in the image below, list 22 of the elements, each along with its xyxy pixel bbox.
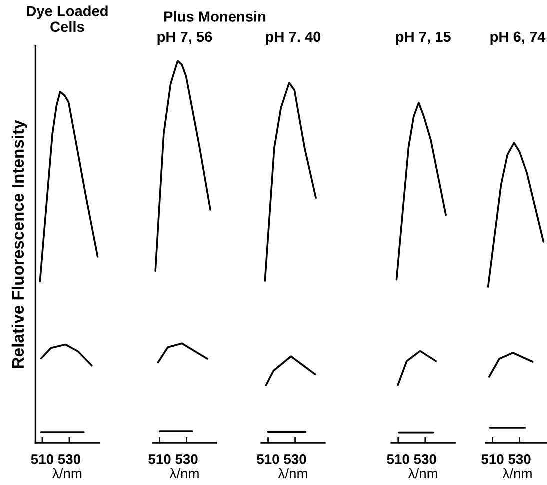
chart-title: Dye Loaded Cells — [27, 6, 108, 32]
x-axis-title: λ/nm — [408, 468, 438, 479]
x-tick-label: 530 — [58, 454, 80, 464]
chart-title: pH 7, 15 — [396, 32, 451, 45]
text: Plus Monensin — [164, 11, 266, 22]
x-axis-title: λ/nm — [170, 468, 199, 479]
chart-title: pH 7, 56 — [158, 32, 212, 45]
x-axis-title: λ/nm — [502, 468, 532, 479]
x-tick-label: 510 — [257, 454, 280, 464]
x-tick-label: 510 — [31, 454, 54, 464]
x-tick-label: 510 — [482, 454, 504, 464]
chart-title: pH 6, 74 — [490, 32, 546, 45]
x-tick-label: 510 — [387, 454, 410, 464]
x-tick-label: 530 — [508, 454, 531, 464]
x-tick-label: 530 — [176, 454, 198, 464]
x-tick-label: 530 — [414, 454, 436, 464]
x-axis-title: λ/nm — [278, 468, 308, 479]
x-axis-title: λ/nm — [52, 468, 82, 479]
chart-title: pH 7. 40 — [266, 32, 321, 45]
y-axis-title: Relative Fluorescence Intensity — [12, 120, 28, 368]
x-tick-label: 530 — [284, 454, 306, 464]
x-tick-label: 510 — [148, 454, 171, 464]
